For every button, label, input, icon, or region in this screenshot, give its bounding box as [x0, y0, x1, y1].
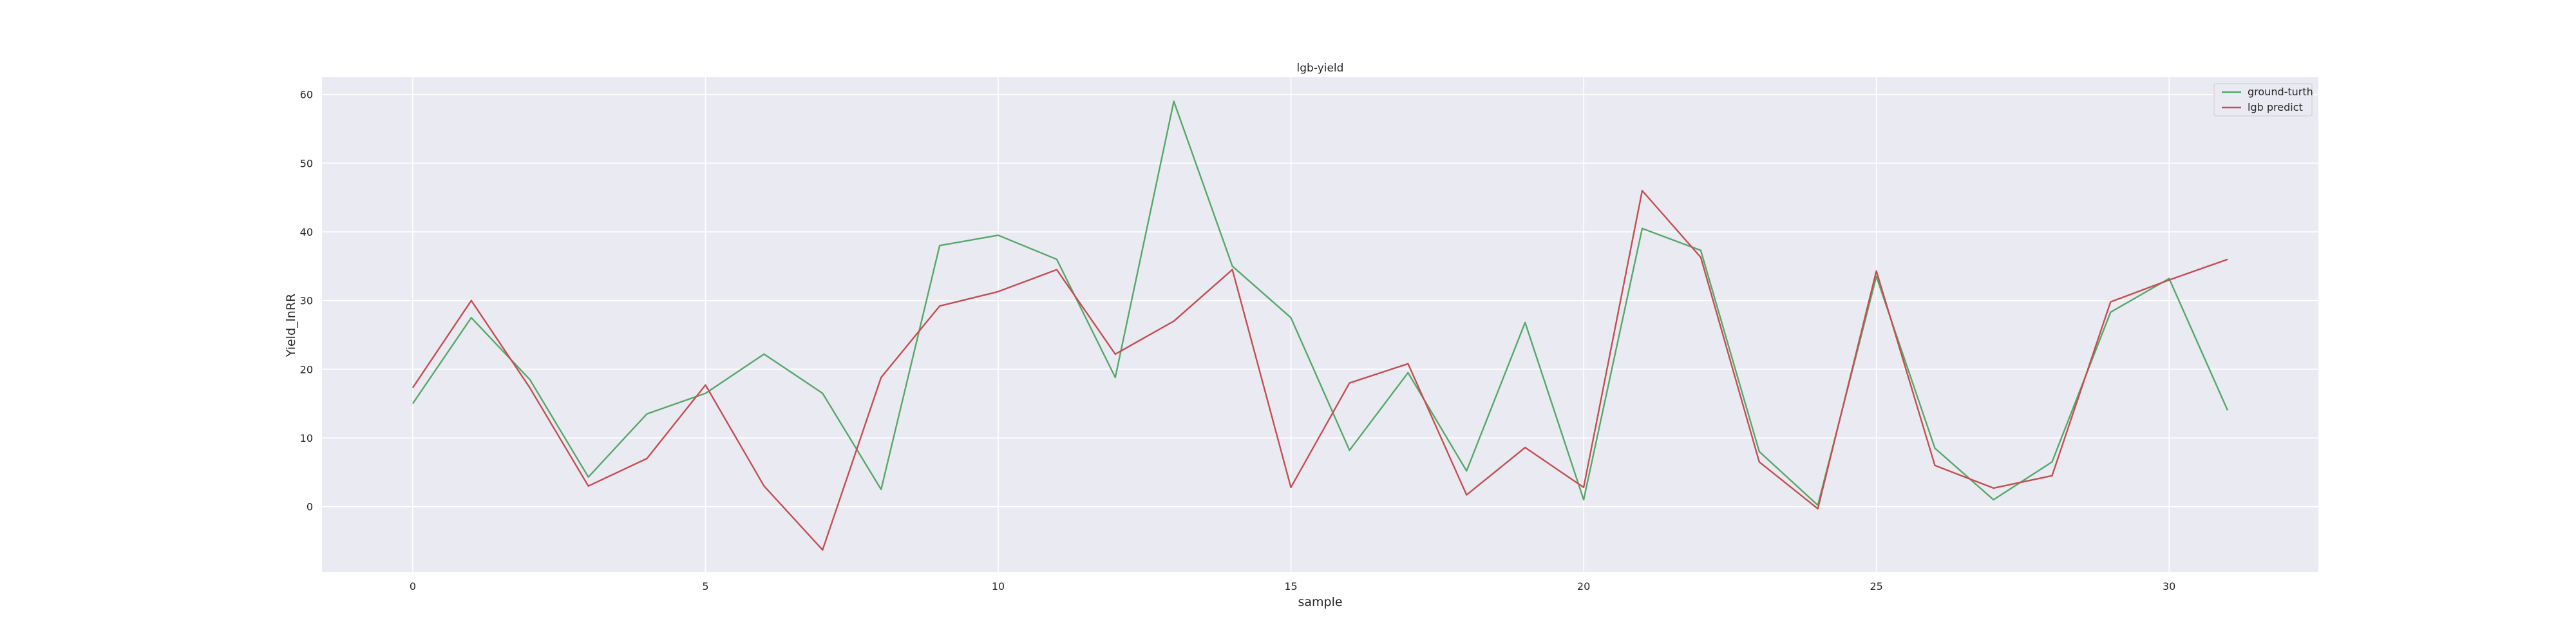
series-line-1	[412, 189, 2228, 551]
x-tick-label: 20	[1577, 580, 1590, 592]
x-tick-label: 30	[2163, 580, 2175, 592]
y-tick-label: 50	[300, 157, 313, 169]
x-tick-label: 10	[992, 580, 1005, 592]
chart-title: lgb-yield	[1297, 62, 1344, 75]
x-tick-label: 25	[1870, 580, 1882, 592]
y-tick-label: 40	[300, 226, 313, 238]
tick-labels: 0 5 10 15 20 25 30 0 10 20 30 40 50 60	[300, 89, 2176, 592]
series-line-0	[412, 100, 2229, 506]
series-lines	[412, 100, 2229, 551]
y-tick-label: 10	[300, 432, 313, 444]
x-tick-label: 15	[1284, 580, 1297, 592]
x-axis-label: sample	[1298, 595, 1342, 609]
y-tick-label: 60	[300, 89, 313, 101]
y-axis-label: Yield_lnRR	[284, 294, 298, 357]
legend: ground-turth lgb predict	[2213, 83, 2313, 117]
y-tick-label: 20	[300, 363, 313, 375]
grid	[322, 77, 2318, 572]
y-tick-label: 0	[307, 501, 313, 513]
x-tick-label: 0	[410, 580, 416, 592]
legend-label-1: lgb predict	[2248, 101, 2303, 113]
x-tick-label: 5	[702, 580, 708, 592]
plot-area	[322, 77, 2318, 572]
legend-label-0: ground-turth	[2248, 86, 2313, 98]
y-tick-label: 30	[300, 295, 313, 307]
